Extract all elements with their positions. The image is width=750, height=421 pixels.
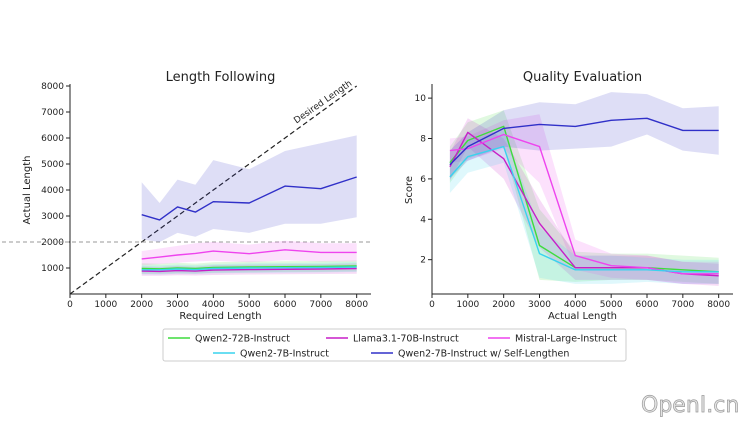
x-tick-label: 8000 [345,300,368,310]
x-tick-label: 6000 [274,300,297,310]
desired-length-annotation: Desired Length [292,79,354,126]
x-tick-label: 3000 [166,300,189,310]
legend-label-mistral-large-instruct: Mistral-Large-Instruct [515,334,617,345]
series-band-qwen2-7b-instruct-w-self-lengthen [449,92,719,179]
chart-title: Quality Evaluation [523,70,642,85]
series-line-llama3-1-70b-instruct [141,267,357,273]
y-axis-label: Actual Length [22,156,33,225]
y-axis-label: Score [404,176,415,204]
y-tick-label: 3000 [41,212,64,222]
series-band-llama3-1-70b-instruct [449,118,719,286]
series-band-qwen2-7b-instruct-w-self-lengthen [141,135,357,242]
legend: Qwen2-72B-Instruct Qwen2-7B-Instruct Llama… [162,328,627,362]
desired-length-line [69,85,358,295]
x-tick-label: 0 [429,300,435,310]
x-tick-label: 1000 [456,300,479,310]
y-tick-label: 4000 [41,186,64,196]
x-tick-label: 5000 [600,300,623,310]
x-tick-label: 3000 [528,300,551,310]
series-line-mistral-large-instruct [141,249,357,260]
x-tick-label: 1000 [94,300,117,310]
y-tick-label: 7000 [41,108,64,118]
x-axis-label: Actual Length [548,311,617,322]
x-tick-label: 7000 [309,300,332,310]
x-tick-label: 4000 [202,300,225,310]
y-tick-label: 6000 [41,134,64,144]
series-line-qwen2-7b-instruct-w-self-lengthen [141,176,357,221]
x-tick-label: 7000 [671,300,694,310]
length-following-chart: Length Following 0 1000 2000 3000 4000 5000 600… [2,70,371,322]
series-band-mistral-large-instruct [449,114,719,284]
y-tick-label: 1000 [41,264,64,274]
y-tick-label: 8 [420,135,426,145]
x-tick-label: 5000 [238,300,261,310]
x-tick-label: 8000 [707,300,730,310]
series-band-qwen2-7b-instruct [449,130,719,284]
x-tick-label: 2000 [492,300,515,310]
y-tick-label: 8000 [41,82,64,92]
series-line-qwen2-72b-instruct [141,265,357,270]
watermark: OpenI.cn [641,393,739,418]
series-line-qwen2-7b-instruct-w-self-lengthen [449,117,719,166]
y-tick-label: 2000 [41,238,64,248]
quality-evaluation-chart: Quality Evaluation 0 1000 2000 3000 4000 5000 6… [404,70,733,322]
y-tick-label: 2 [420,256,426,266]
series-band-qwen2-72b-instruct [449,110,719,284]
x-tick-label: 4000 [564,300,587,310]
legend-label-llama3-1-70b-instruct: Llama3.1-70B-Instruct [353,334,459,345]
x-tick-label: 2000 [130,300,153,310]
series-line-qwen2-7b-instruct [449,145,719,273]
x-axis-label: Required Length [179,311,261,322]
legend-label-qwen2-7b-instruct-w-self-lengthen: Qwen2-7B-Instruct w/ Self-Lengthen [398,349,569,360]
y-tick-label: 6 [420,175,426,185]
legend-label-qwen2-72b-instruct: Qwen2-72B-Instruct [195,334,290,345]
legend-label-qwen2-7b-instruct: Qwen2-7B-Instruct [240,349,329,360]
x-tick-label: 0 [67,300,73,310]
y-tick-label: 5000 [41,160,64,170]
y-tick-label: 4 [420,215,426,225]
legend-box [162,328,627,362]
x-tick-label: 6000 [636,300,659,310]
y-tick-label: 10 [415,94,427,104]
series-line-qwen2-7b-instruct [141,266,357,271]
chart-title: Length Following [166,70,276,85]
